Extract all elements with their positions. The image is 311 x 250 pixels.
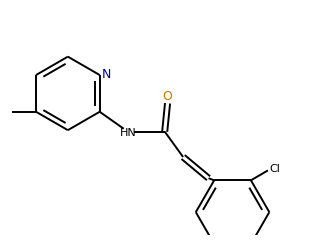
Text: O: O (163, 90, 173, 102)
Text: Cl: Cl (270, 163, 281, 173)
Text: Cl: Cl (184, 249, 195, 250)
Text: N: N (102, 68, 111, 81)
Text: HN: HN (120, 127, 136, 137)
